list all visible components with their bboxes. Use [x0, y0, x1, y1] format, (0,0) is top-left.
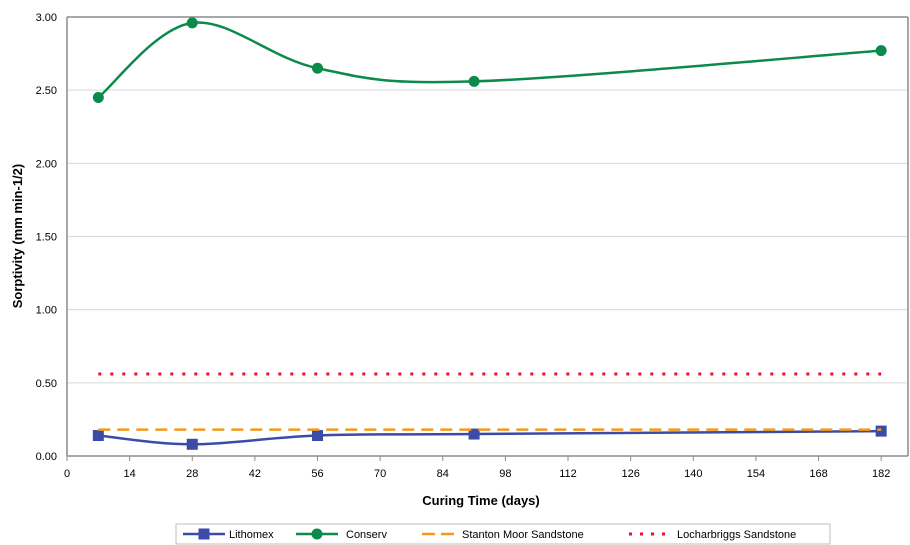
series-line: [98, 429, 882, 446]
legend-item-lithomex: Lithomex: [183, 528, 274, 541]
legend-label: Conserv: [346, 529, 387, 541]
data-point: [875, 425, 887, 437]
y-tick-label: 3.00: [36, 12, 57, 24]
x-tick-label: 0: [64, 468, 70, 480]
x-tick-label: 42: [249, 468, 261, 480]
x-axis-title: Curing Time (days): [422, 493, 540, 508]
series-line: [97, 21, 882, 99]
legend-marker: [198, 528, 210, 540]
y-tick-label: 2.50: [36, 85, 57, 97]
legend-label: Stanton Moor Sandstone: [462, 529, 584, 541]
gridlines: [67, 16, 908, 384]
x-tick-label: 70: [374, 468, 386, 480]
x-tick-label: 98: [499, 468, 511, 480]
legend-marker: [311, 528, 323, 540]
legend-label: Locharbriggs Sandstone: [677, 529, 796, 541]
y-tick-label: 0.50: [36, 378, 57, 390]
y-tick-labels: 0.00 0.50 1.00 1.50 2.00 2.50 3.00: [36, 12, 57, 463]
data-point: [312, 62, 324, 74]
data-point: [312, 430, 324, 442]
x-tick-label: 140: [684, 468, 702, 480]
data-point: [468, 75, 480, 87]
y-tick-label: 1.00: [36, 305, 57, 317]
x-tick-label: 28: [186, 468, 198, 480]
x-tick-label: 154: [747, 468, 765, 480]
x-tick-label: 112: [559, 468, 577, 480]
legend-box: [175, 523, 831, 545]
axes: [66, 16, 909, 461]
x-tick-label: 84: [437, 468, 449, 480]
legend-item-conserv: Conserv: [296, 528, 387, 541]
x-tick-labels: 0 14 28 42 56 70 84 98 112 126 140 154 168 182: [64, 468, 890, 480]
y-tick-label: 0.00: [36, 451, 57, 463]
data-point: [186, 17, 198, 29]
data-point: [875, 45, 887, 57]
legend-item-stanton-moor-sandstone: Stanton Moor Sandstone: [422, 529, 584, 541]
y-axis-title: Sorptivity (mm min-1/2): [10, 164, 25, 308]
x-tick-label: 56: [311, 468, 323, 480]
x-tick-label: 14: [124, 468, 136, 480]
x-tick-label: 182: [872, 468, 890, 480]
data-point: [186, 438, 198, 450]
data-point: [468, 428, 480, 440]
legend-label: Lithomex: [229, 529, 274, 541]
data-point: [92, 91, 104, 103]
legend: Lithomex Conserv Stanton Moor Sandstone Loc…: [175, 523, 831, 545]
x-tick-label: 168: [809, 468, 827, 480]
legend-item-locharbriggs-sandstone: Locharbriggs Sandstone: [629, 529, 796, 541]
y-tick-label: 1.50: [36, 232, 57, 244]
y-tick-label: 2.00: [36, 158, 57, 170]
series-lithomex: [92, 425, 887, 450]
data-point: [92, 430, 104, 442]
x-tick-label: 126: [621, 468, 639, 480]
series-conserv: [92, 17, 887, 103]
series-group: [92, 17, 887, 450]
